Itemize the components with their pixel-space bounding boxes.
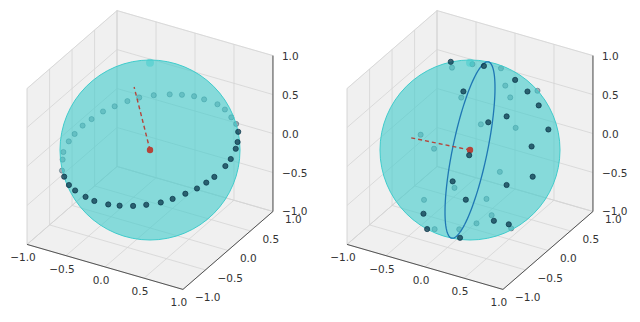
svg-text:−0.5: −0.5	[217, 272, 243, 284]
svg-text:0.5: 0.5	[262, 233, 279, 245]
svg-text:−1.0: −1.0	[515, 291, 541, 303]
svg-text:0.5: 0.5	[602, 89, 619, 101]
svg-text:0.5: 0.5	[582, 233, 599, 245]
svg-text:−0.5: −0.5	[369, 263, 395, 275]
svg-text:0.0: 0.0	[240, 252, 257, 264]
svg-text:1.0: 1.0	[171, 296, 188, 308]
svg-text:1.0: 1.0	[602, 50, 619, 62]
svg-text:1.0: 1.0	[491, 296, 508, 308]
svg-text:−0.5: −0.5	[602, 167, 628, 179]
svg-text:0.0: 0.0	[602, 128, 619, 140]
svg-text:−0.5: −0.5	[49, 263, 75, 275]
svg-text:−0.5: −0.5	[537, 272, 563, 284]
svg-text:−1.0: −1.0	[282, 205, 308, 217]
svg-text:0.5: 0.5	[282, 89, 299, 101]
svg-text:0.0: 0.0	[413, 274, 430, 286]
svg-text:1.0: 1.0	[282, 50, 299, 62]
svg-text:−1.0: −1.0	[602, 205, 628, 217]
svg-text:0.0: 0.0	[93, 274, 110, 286]
svg-text:−1.0: −1.0	[10, 251, 36, 263]
svg-text:0.0: 0.0	[282, 128, 299, 140]
svg-text:0.5: 0.5	[452, 285, 469, 297]
svg-text:1.0: 1.0	[604, 213, 622, 226]
svg-text:−1.0: −1.0	[330, 251, 356, 263]
svg-text:0.0: 0.0	[560, 252, 577, 264]
svg-text:−0.5: −0.5	[282, 167, 308, 179]
svg-text:1.0: 1.0	[284, 213, 302, 226]
svg-text:0.5: 0.5	[132, 285, 149, 297]
svg-text:−1.0: −1.0	[195, 291, 221, 303]
